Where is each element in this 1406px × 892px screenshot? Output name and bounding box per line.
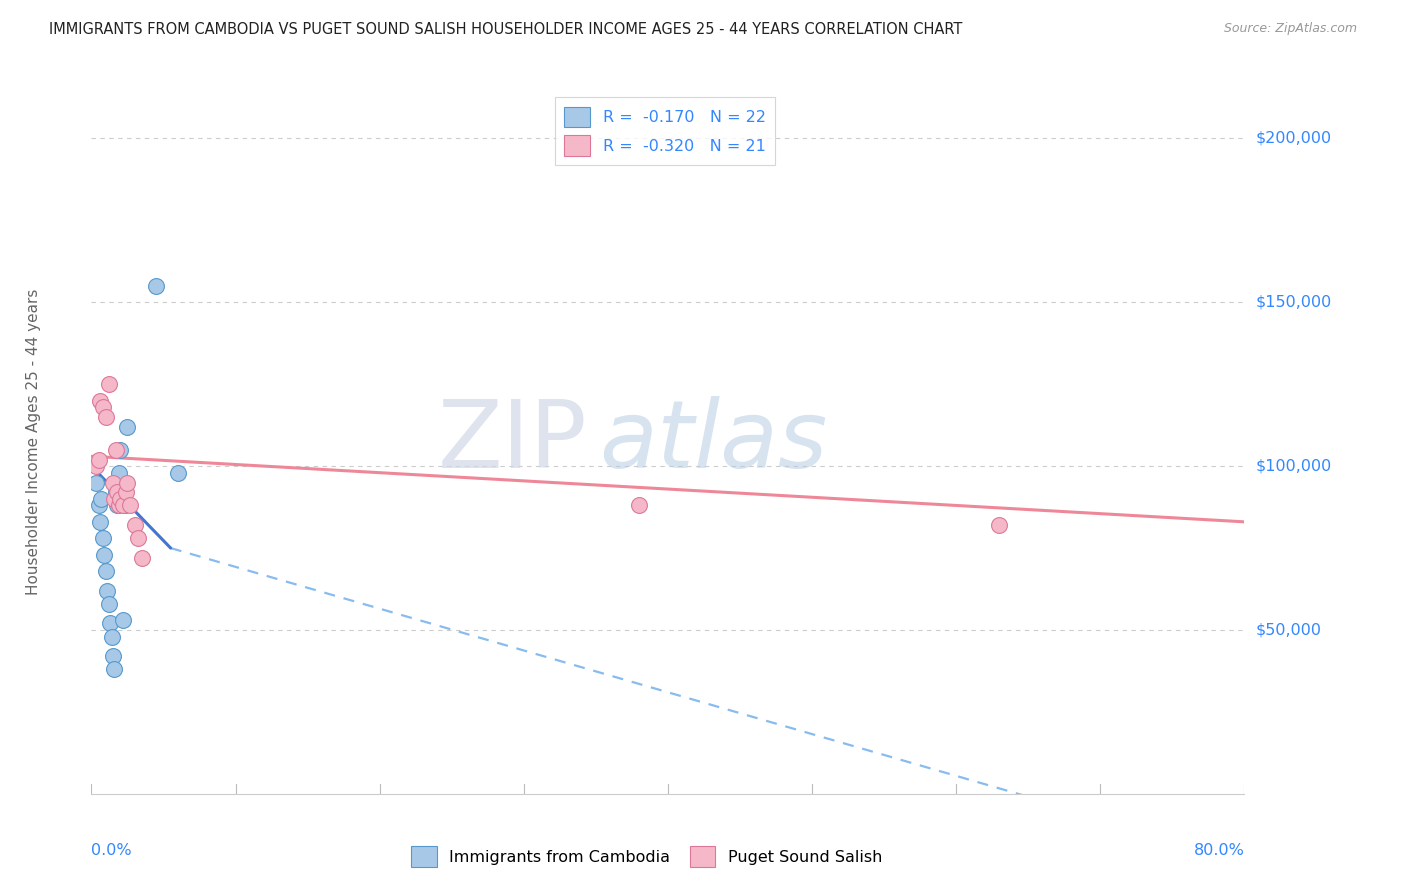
Point (104, 485, 127, 500)
Point (97, 597, 120, 611)
Point (89, 515, 111, 529)
Point (627, 499, 650, 513)
Point (107, 499, 129, 513)
Text: Householder Income Ages 25 - 44 years: Householder Income Ages 25 - 44 years (27, 288, 41, 595)
Point (98, 616, 121, 631)
Point (103, 662, 125, 676)
Point (84, 475, 107, 490)
Text: Source: ZipAtlas.com: Source: ZipAtlas.com (1223, 22, 1357, 36)
Point (112, 499, 135, 513)
Point (96, 583, 118, 598)
Point (110, 491, 132, 506)
Point (104, 442, 127, 457)
Text: $50,000: $50,000 (1256, 623, 1322, 638)
Point (110, 442, 132, 457)
Point (97, 377, 120, 392)
Text: $150,000: $150,000 (1256, 294, 1331, 310)
Text: atlas: atlas (599, 396, 827, 487)
Text: $200,000: $200,000 (1256, 131, 1331, 146)
Point (145, 278, 167, 293)
Point (94, 564, 117, 578)
Point (114, 499, 136, 513)
Point (105, 485, 128, 500)
Point (100, 630, 122, 644)
Text: 0.0%: 0.0% (91, 843, 132, 858)
Point (93, 548, 115, 562)
Text: ZIP: ZIP (437, 395, 588, 488)
Point (127, 531, 149, 545)
Point (101, 649, 124, 664)
Point (105, 499, 128, 513)
Legend: R =  -0.170   N = 22, R =  -0.320   N = 21: R = -0.170 N = 22, R = -0.320 N = 21 (554, 97, 775, 165)
Point (91, 400, 114, 414)
Point (84, 459, 107, 474)
Point (89, 393, 111, 408)
Point (131, 550, 153, 565)
Point (90, 491, 112, 506)
Point (124, 518, 146, 533)
Point (112, 613, 135, 627)
Point (988, 518, 1011, 533)
Text: IMMIGRANTS FROM CAMBODIA VS PUGET SOUND SALISH HOUSEHOLDER INCOME AGES 25 - 44 Y: IMMIGRANTS FROM CAMBODIA VS PUGET SOUND … (49, 22, 963, 37)
Point (107, 466, 129, 480)
Text: 80.0%: 80.0% (1194, 843, 1244, 858)
Point (94, 409, 117, 424)
Point (166, 466, 188, 480)
Point (91, 531, 114, 545)
Point (117, 475, 139, 490)
Point (87, 499, 110, 513)
Legend: Immigrants from Cambodia, Puget Sound Salish: Immigrants from Cambodia, Puget Sound Sa… (405, 840, 889, 873)
Point (120, 499, 142, 513)
Point (103, 491, 125, 506)
Point (87, 452, 110, 467)
Point (101, 475, 124, 490)
Point (117, 419, 139, 434)
Text: $100,000: $100,000 (1256, 458, 1331, 474)
Point (115, 485, 138, 500)
